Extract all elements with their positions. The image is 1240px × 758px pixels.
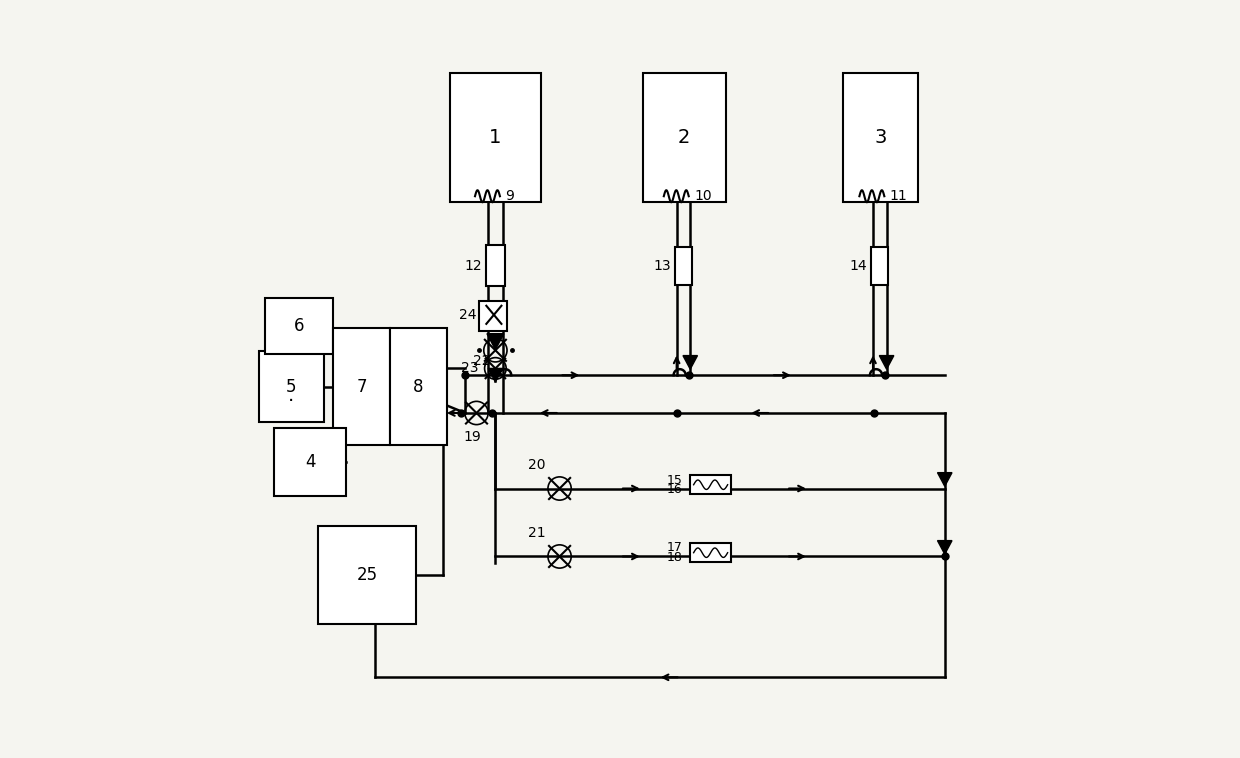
Bar — [479, 301, 507, 331]
Bar — [689, 543, 732, 562]
Bar — [689, 475, 732, 494]
Bar — [642, 73, 725, 202]
Text: 6: 6 — [294, 317, 304, 335]
Text: 9: 9 — [505, 190, 515, 203]
Polygon shape — [683, 356, 697, 369]
Text: 21: 21 — [528, 526, 546, 540]
Text: 18: 18 — [666, 551, 682, 564]
Polygon shape — [937, 473, 952, 486]
Bar — [391, 328, 446, 445]
Text: 22: 22 — [474, 354, 491, 368]
Text: 15: 15 — [666, 474, 682, 487]
Bar — [265, 298, 334, 355]
Text: 20: 20 — [528, 458, 546, 472]
Text: 24: 24 — [459, 308, 476, 322]
Bar — [259, 351, 324, 422]
Bar — [486, 245, 505, 287]
Text: 1: 1 — [490, 128, 501, 147]
Text: 11: 11 — [889, 190, 908, 203]
Text: 19: 19 — [464, 430, 481, 443]
Text: 25: 25 — [356, 566, 377, 584]
Bar — [675, 247, 692, 284]
Bar — [450, 73, 541, 202]
Bar — [317, 526, 417, 625]
Text: 16: 16 — [667, 483, 682, 496]
Text: 17: 17 — [666, 541, 682, 555]
Polygon shape — [879, 356, 894, 369]
Text: 12: 12 — [464, 258, 482, 273]
Bar — [334, 328, 391, 445]
Text: 8: 8 — [413, 377, 424, 396]
Polygon shape — [487, 334, 503, 349]
Text: 3: 3 — [874, 128, 887, 147]
Text: 4: 4 — [305, 453, 316, 471]
Text: 13: 13 — [653, 258, 671, 273]
Bar — [274, 428, 346, 496]
Text: 7: 7 — [356, 377, 367, 396]
Bar — [872, 247, 888, 284]
Text: 5: 5 — [286, 377, 296, 396]
Text: 14: 14 — [849, 258, 867, 273]
Text: 23: 23 — [461, 362, 479, 375]
Bar — [843, 73, 919, 202]
Polygon shape — [489, 368, 502, 382]
Text: 10: 10 — [694, 190, 712, 203]
Text: .: . — [289, 386, 295, 405]
Text: 2: 2 — [678, 128, 691, 147]
Polygon shape — [937, 540, 952, 554]
